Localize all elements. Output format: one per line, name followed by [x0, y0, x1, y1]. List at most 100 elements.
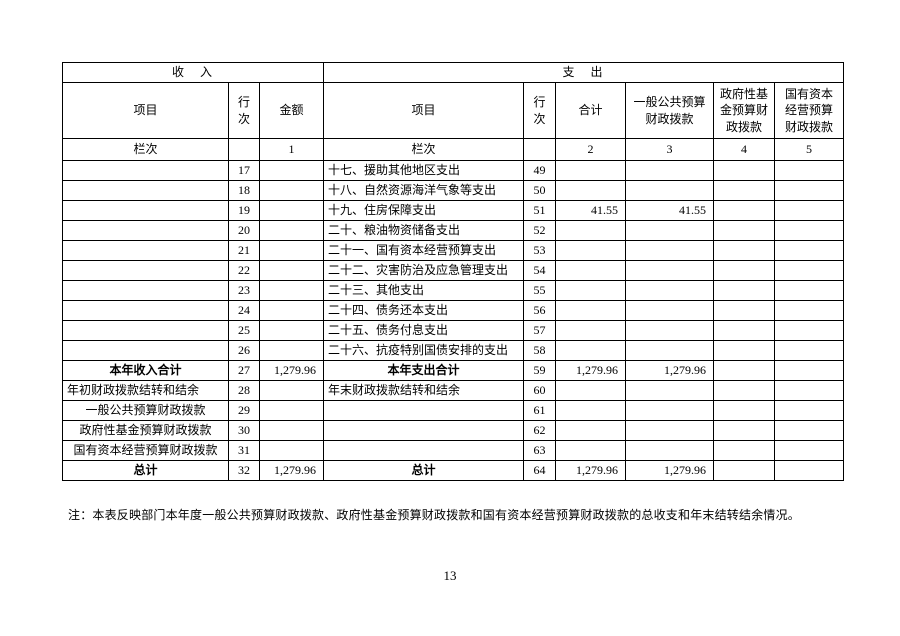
- expense-total-cell: [555, 280, 626, 301]
- income-line-cell: 26: [228, 340, 260, 361]
- index-gov-fund: 4: [713, 138, 775, 161]
- table-row: 24 二十四、债务还本支出 56: [62, 300, 845, 321]
- income-line-cell: 23: [228, 280, 260, 301]
- expense-state-capital-cell: [773, 340, 845, 361]
- income-amount-cell: [259, 340, 324, 361]
- expense-line-cell: 53: [523, 240, 556, 261]
- income-section-header: 收 入: [62, 62, 324, 83]
- table-row: 国有资本经营预算财政拨款 31 63: [62, 440, 845, 461]
- income-expense-table: 收 入 支 出 项目 行次 金额 项目 行次 合计 一般公共预算财政拨款 政府性…: [62, 62, 845, 481]
- expense-gov-fund-cell: [713, 340, 775, 361]
- expense-general-budget-cell: [625, 380, 714, 401]
- expense-state-capital-cell: [773, 420, 845, 441]
- expense-state-capital-cell: [773, 320, 845, 341]
- expense-total-cell: [555, 160, 626, 181]
- expense-total-cell: [555, 380, 626, 401]
- income-amount-cell: [259, 280, 324, 301]
- expense-general-budget-cell: [625, 220, 714, 241]
- income-item-cell: [62, 300, 229, 321]
- table-row: 18 十八、自然资源海洋气象等支出 50: [62, 180, 845, 201]
- income-item-cell: [62, 160, 229, 181]
- expense-line-cell: 49: [523, 160, 556, 181]
- income-line-cell: 22: [228, 260, 260, 281]
- expense-item-cell: 二十二、灾害防治及应急管理支出: [323, 260, 524, 281]
- expense-line-cell: 54: [523, 260, 556, 281]
- expense-gov-fund-cell: [713, 220, 775, 241]
- index-state-capital: 5: [773, 138, 845, 161]
- income-amount-cell: [259, 420, 324, 441]
- expense-item-cell: 二十一、国有资本经营预算支出: [323, 240, 524, 261]
- table-row: 一般公共预算财政拨款 29 61: [62, 400, 845, 421]
- expense-section-header: 支 出: [322, 62, 845, 83]
- col-header-state-capital: 国有资本经营预算财政拨款: [773, 82, 845, 139]
- expense-item-cell: 年末财政拨款结转和结余: [323, 380, 524, 401]
- page-number: 13: [443, 568, 457, 583]
- expense-gov-fund-cell: [713, 360, 775, 381]
- expense-total-cell: [555, 220, 626, 241]
- table-row: 21 二十一、国有资本经营预算支出 53: [62, 240, 845, 261]
- expense-general-budget-cell: 1,279.96: [625, 360, 714, 381]
- expense-general-budget-cell: [625, 420, 714, 441]
- expense-line-cell: 60: [523, 380, 556, 401]
- col-header-expense-total: 合计: [555, 82, 626, 139]
- income-item-cell: [62, 180, 229, 201]
- table-row: 年初财政拨款结转和结余 28 年末财政拨款结转和结余 60: [62, 380, 845, 401]
- expense-state-capital-cell: [773, 260, 845, 281]
- income-item-cell: [62, 200, 229, 221]
- expense-general-budget-cell: [625, 400, 714, 421]
- expense-item-cell: 二十三、其他支出: [323, 280, 524, 301]
- income-item-cell: [62, 340, 229, 361]
- expense-total-cell: [555, 300, 626, 321]
- table-row: 本年收入合计 27 1,279.96 本年支出合计 59 1,279.96 1,279.96: [62, 360, 845, 381]
- expense-gov-fund-cell: [713, 200, 775, 221]
- expense-item-cell: 十七、援助其他地区支出: [323, 160, 524, 181]
- income-item-cell: [62, 320, 229, 341]
- expense-general-budget-cell: 1,279.96: [625, 460, 714, 481]
- expense-state-capital-cell: [773, 360, 845, 381]
- col-header-general-budget: 一般公共预算财政拨款: [625, 82, 714, 139]
- income-line-cell: 18: [228, 180, 260, 201]
- col-header-income-line: 行次: [228, 82, 260, 139]
- income-line-cell: 21: [228, 240, 260, 261]
- expense-line-cell: 52: [523, 220, 556, 241]
- income-amount-cell: [259, 440, 324, 461]
- expense-item-cell: 二十四、债务还本支出: [323, 300, 524, 321]
- expense-gov-fund-cell: [713, 440, 775, 461]
- expense-state-capital-cell: [773, 180, 845, 201]
- income-line-cell: 17: [228, 160, 260, 181]
- expense-total-cell: [555, 400, 626, 421]
- table-body: 17 十七、援助其他地区支出 49 18 十八、自然资源海洋气象等支出 50 19 十九、住房…: [62, 160, 845, 481]
- expense-general-budget-cell: [625, 340, 714, 361]
- income-line-cell: 28: [228, 380, 260, 401]
- expense-state-capital-cell: [773, 300, 845, 321]
- expense-state-capital-cell: [773, 380, 845, 401]
- income-amount-cell: [259, 380, 324, 401]
- income-amount-cell: 1,279.96: [259, 460, 324, 481]
- income-line-cell: 31: [228, 440, 260, 461]
- col-header-income-amount: 金额: [259, 82, 324, 139]
- expense-gov-fund-cell: [713, 420, 775, 441]
- column-header-row: 项目 行次 金额 项目 行次 合计 一般公共预算财政拨款 政府性基金预算财政拨款…: [62, 82, 845, 139]
- expense-line-cell: 61: [523, 400, 556, 421]
- expense-state-capital-cell: [773, 200, 845, 221]
- expense-state-capital-cell: [773, 280, 845, 301]
- expense-item-cell: 总计: [323, 460, 524, 481]
- expense-gov-fund-cell: [713, 180, 775, 201]
- table-row: 26 二十六、抗疫特别国债安排的支出 58: [62, 340, 845, 361]
- expense-gov-fund-cell: [713, 260, 775, 281]
- expense-general-budget-cell: [625, 320, 714, 341]
- expense-state-capital-cell: [773, 440, 845, 461]
- expense-general-budget-cell: 41.55: [625, 200, 714, 221]
- expense-total-cell: [555, 320, 626, 341]
- expense-state-capital-cell: [773, 220, 845, 241]
- expense-general-budget-cell: [625, 180, 714, 201]
- table-row: 政府性基金预算财政拨款 30 62: [62, 420, 845, 441]
- income-item-cell: [62, 280, 229, 301]
- index-income-line: [228, 138, 260, 161]
- expense-total-cell: [555, 180, 626, 201]
- income-amount-cell: [259, 220, 324, 241]
- income-amount-cell: [259, 260, 324, 281]
- income-item-cell: [62, 220, 229, 241]
- income-item-cell: [62, 260, 229, 281]
